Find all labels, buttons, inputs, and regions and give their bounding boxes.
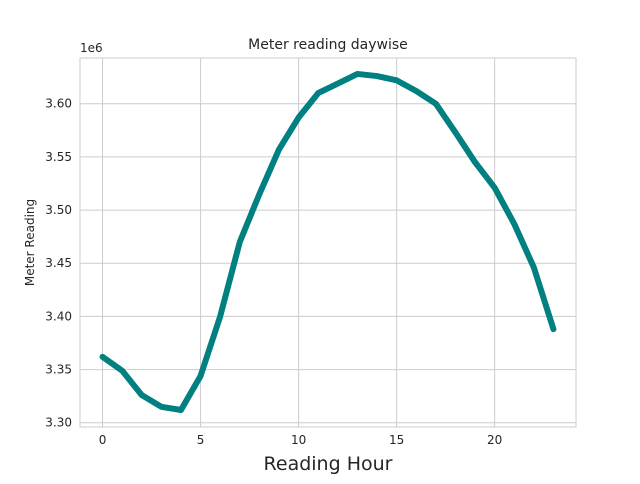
plot-frame (79, 57, 577, 428)
x-tick-label: 20 (487, 433, 502, 447)
x-axis-label: Reading Hour (264, 453, 393, 475)
chart-title: Meter reading daywise (248, 37, 408, 53)
y-tick-label: 3.50 (45, 203, 72, 217)
x-tick-label: 10 (291, 433, 306, 447)
y-tick-label: 3.30 (45, 416, 72, 430)
y-tick-label: 3.35 (45, 363, 72, 377)
y-tick-label: 3.60 (45, 97, 72, 111)
series-layer (99, 70, 557, 413)
grid-lines (80, 58, 576, 427)
y-tick-label: 3.40 (45, 309, 72, 323)
x-tick-label: 0 (99, 433, 107, 447)
series-line (99, 70, 557, 413)
y-tick-label: 3.45 (45, 256, 72, 270)
y-tick-label: 3.55 (45, 150, 72, 164)
y-axis-label: Meter Reading (23, 199, 37, 286)
y-axis-offset-label: 1e6 (80, 41, 103, 55)
x-tick-label: 5 (197, 433, 205, 447)
tick-labels: 0 5 10 15 20 3.30 3.35 3.40 3.45 3.50 3.55 3.60 (45, 97, 502, 447)
x-tick-label: 15 (389, 433, 404, 447)
